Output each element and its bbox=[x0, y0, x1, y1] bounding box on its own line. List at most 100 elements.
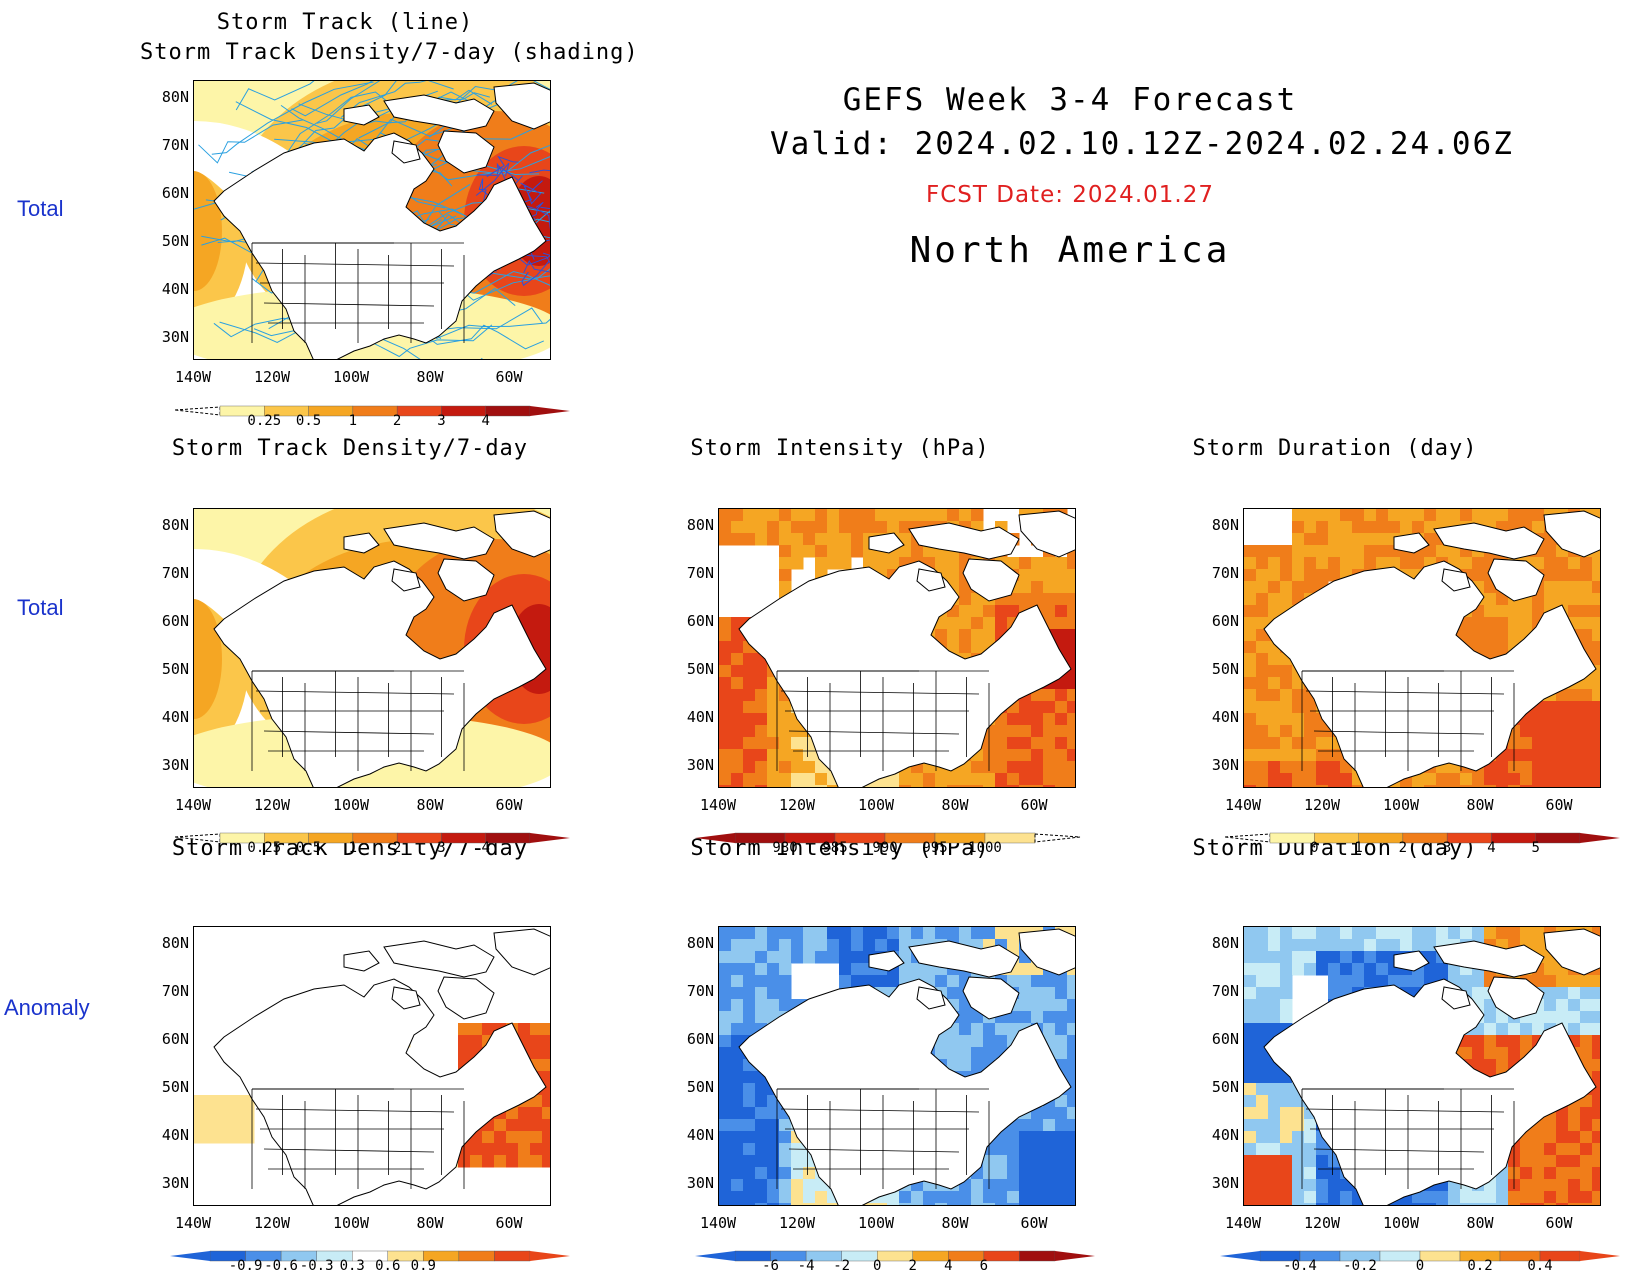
lat-tick-label: 80N bbox=[1211, 934, 1239, 952]
colorbar-tick-label: 0.3 bbox=[339, 1258, 365, 1274]
lon-tick-label: 80W bbox=[416, 796, 444, 814]
lon-tick-label: 60W bbox=[1020, 796, 1048, 814]
lat-tick-label: 30N bbox=[1211, 756, 1239, 774]
colorbar-tick-label: 1 bbox=[1354, 840, 1363, 856]
lon-tick-label: 120W bbox=[778, 1214, 816, 1232]
colorbar-tick-label: 0 bbox=[1310, 840, 1319, 856]
colorbar-tick-label: 6 bbox=[979, 1258, 989, 1274]
colorbar-tick-label: 985 bbox=[822, 840, 848, 856]
colorbar-tick-label: 0 bbox=[873, 1258, 882, 1274]
lon-tick-label: 140W bbox=[1224, 1214, 1262, 1232]
lon-tick-label: 140W bbox=[699, 1214, 737, 1232]
colorbar-swatch bbox=[1019, 1250, 1056, 1262]
row-label-anomaly: Anomaly bbox=[4, 995, 90, 1020]
colorbar-tick-label: 1000 bbox=[968, 840, 1002, 856]
lat-tick-label: 50N bbox=[686, 1078, 714, 1096]
map-panel-duration-anomaly bbox=[1243, 926, 1601, 1206]
lon-tick-label: 120W bbox=[1303, 796, 1341, 814]
panel1-title-line2: Storm Track Density/7-day (shading) bbox=[140, 40, 639, 65]
colorbar-swatch bbox=[984, 832, 1036, 844]
lat-tick-label: 70N bbox=[1211, 982, 1239, 1000]
lon-tick-label: 140W bbox=[699, 796, 737, 814]
lon-tick-label: 80W bbox=[1466, 1214, 1494, 1232]
colorbar-tick-label: 0.25 bbox=[247, 413, 282, 429]
lon-tick-label: 80W bbox=[416, 368, 444, 386]
lat-tick-label: 80N bbox=[161, 516, 189, 534]
lat-tick-label: 40N bbox=[1211, 1126, 1239, 1144]
row-label-total-1: Total bbox=[17, 196, 64, 221]
lat-tick-label: 50N bbox=[686, 660, 714, 678]
lat-tick-label: 50N bbox=[161, 232, 189, 250]
colorbar-tick-label: 0.2 bbox=[1467, 1258, 1493, 1274]
lat-tick-label: 40N bbox=[686, 1126, 714, 1144]
lat-tick-label: 30N bbox=[686, 1174, 714, 1192]
colorbar-tick-label: 5 bbox=[1531, 840, 1540, 856]
lon-tick-label: 100W bbox=[332, 1214, 370, 1232]
lat-tick-label: 80N bbox=[686, 934, 714, 952]
coastline bbox=[1263, 928, 1600, 1205]
lat-tick-label: 70N bbox=[161, 564, 189, 582]
lat-tick-label: 70N bbox=[161, 136, 189, 154]
lon-tick-label: 60W bbox=[495, 1214, 523, 1232]
lat-tick-label: 40N bbox=[1211, 708, 1239, 726]
lon-tick-label: 80W bbox=[416, 1214, 444, 1232]
colorbar-tick-label: 0.5 bbox=[295, 840, 322, 856]
lon-tick-label: 120W bbox=[253, 1214, 291, 1232]
colorbar-density-anomaly: -0.9 -0.6 -0.3 0.3 0.6 0.9 bbox=[170, 1250, 575, 1274]
lat-tick-label: 60N bbox=[161, 1030, 189, 1048]
lat-tick-label: 70N bbox=[1211, 564, 1239, 582]
colorbar-intensity-total: 980 985 990 995 1000 bbox=[695, 832, 1095, 872]
colorbar-tick-label: 4 bbox=[1487, 840, 1496, 856]
colorbar-tick-label: 2 bbox=[1398, 840, 1408, 856]
lon-tick-label: 60W bbox=[1545, 1214, 1573, 1232]
lat-tick-label: 80N bbox=[161, 934, 189, 952]
lat-tick-label: 70N bbox=[161, 982, 189, 1000]
lat-tick-label: 30N bbox=[161, 328, 189, 346]
map-panel-track-total bbox=[193, 80, 551, 360]
colorbar-tick-label: 0.6 bbox=[375, 1258, 401, 1274]
colorbar-tick-label: 0.9 bbox=[410, 1258, 436, 1274]
colorbar-swatch bbox=[458, 1250, 495, 1262]
lat-tick-label: 70N bbox=[686, 982, 714, 1000]
lon-tick-label: 120W bbox=[778, 796, 816, 814]
coastline bbox=[213, 510, 550, 787]
colorbar-tick-label: -0.9 bbox=[228, 1258, 263, 1274]
lon-tick-label: 100W bbox=[1382, 1214, 1420, 1232]
lon-tick-label: 60W bbox=[495, 368, 523, 386]
lat-tick-label: 50N bbox=[1211, 1078, 1239, 1096]
lat-tick-label: 40N bbox=[686, 708, 714, 726]
lon-tick-label: 140W bbox=[174, 796, 212, 814]
lat-tick-label: 60N bbox=[686, 1030, 714, 1048]
colorbar-tick-label: 0 bbox=[1415, 1258, 1425, 1274]
colorbar-tick-label: -0.4 bbox=[1283, 1258, 1317, 1274]
colorbar-tick-label: 980 bbox=[772, 840, 798, 856]
lat-tick-label: 80N bbox=[686, 516, 714, 534]
colorbar-tick-label: -0.3 bbox=[299, 1258, 334, 1274]
colorbar-tick-label: 4 bbox=[481, 413, 490, 429]
colorbar-tick-label: -6 bbox=[762, 1258, 779, 1274]
colorbar-tick-label: 0.25 bbox=[247, 840, 282, 856]
lon-tick-label: 80W bbox=[941, 796, 969, 814]
colorbar-density-total: 0.25 0.5 1 2 3 4 bbox=[175, 832, 575, 872]
colorbar-tick-label: 2 bbox=[392, 413, 402, 429]
colorbar-tick-label: 4 bbox=[944, 1258, 953, 1274]
colorbar-tick-label: 2 bbox=[392, 840, 402, 856]
lon-tick-label: 120W bbox=[253, 796, 291, 814]
lon-tick-label: 140W bbox=[174, 1214, 212, 1232]
panel2-title: Storm Track Density/7-day bbox=[171, 436, 529, 461]
colorbar-tick-label: 3 bbox=[437, 413, 446, 429]
lat-tick-label: 40N bbox=[161, 280, 189, 298]
colorbar-tick-label: 1 bbox=[348, 840, 358, 856]
colorbar-tick-label: -4 bbox=[797, 1258, 815, 1274]
colorbar-tick-label: 3 bbox=[437, 840, 446, 856]
lon-tick-label: 100W bbox=[332, 796, 370, 814]
lat-tick-label: 30N bbox=[161, 756, 189, 774]
map-panel-duration-total bbox=[1243, 508, 1601, 788]
lat-tick-label: 60N bbox=[161, 184, 189, 202]
lon-tick-label: 100W bbox=[857, 796, 895, 814]
forecast-date: FCST Date: 2024.01.27 bbox=[926, 182, 1214, 208]
lat-tick-label: 40N bbox=[161, 708, 189, 726]
panel4-title: Storm Duration (day) bbox=[1192, 436, 1478, 461]
region-name: North America bbox=[909, 230, 1231, 271]
lat-tick-label: 30N bbox=[1211, 1174, 1239, 1192]
